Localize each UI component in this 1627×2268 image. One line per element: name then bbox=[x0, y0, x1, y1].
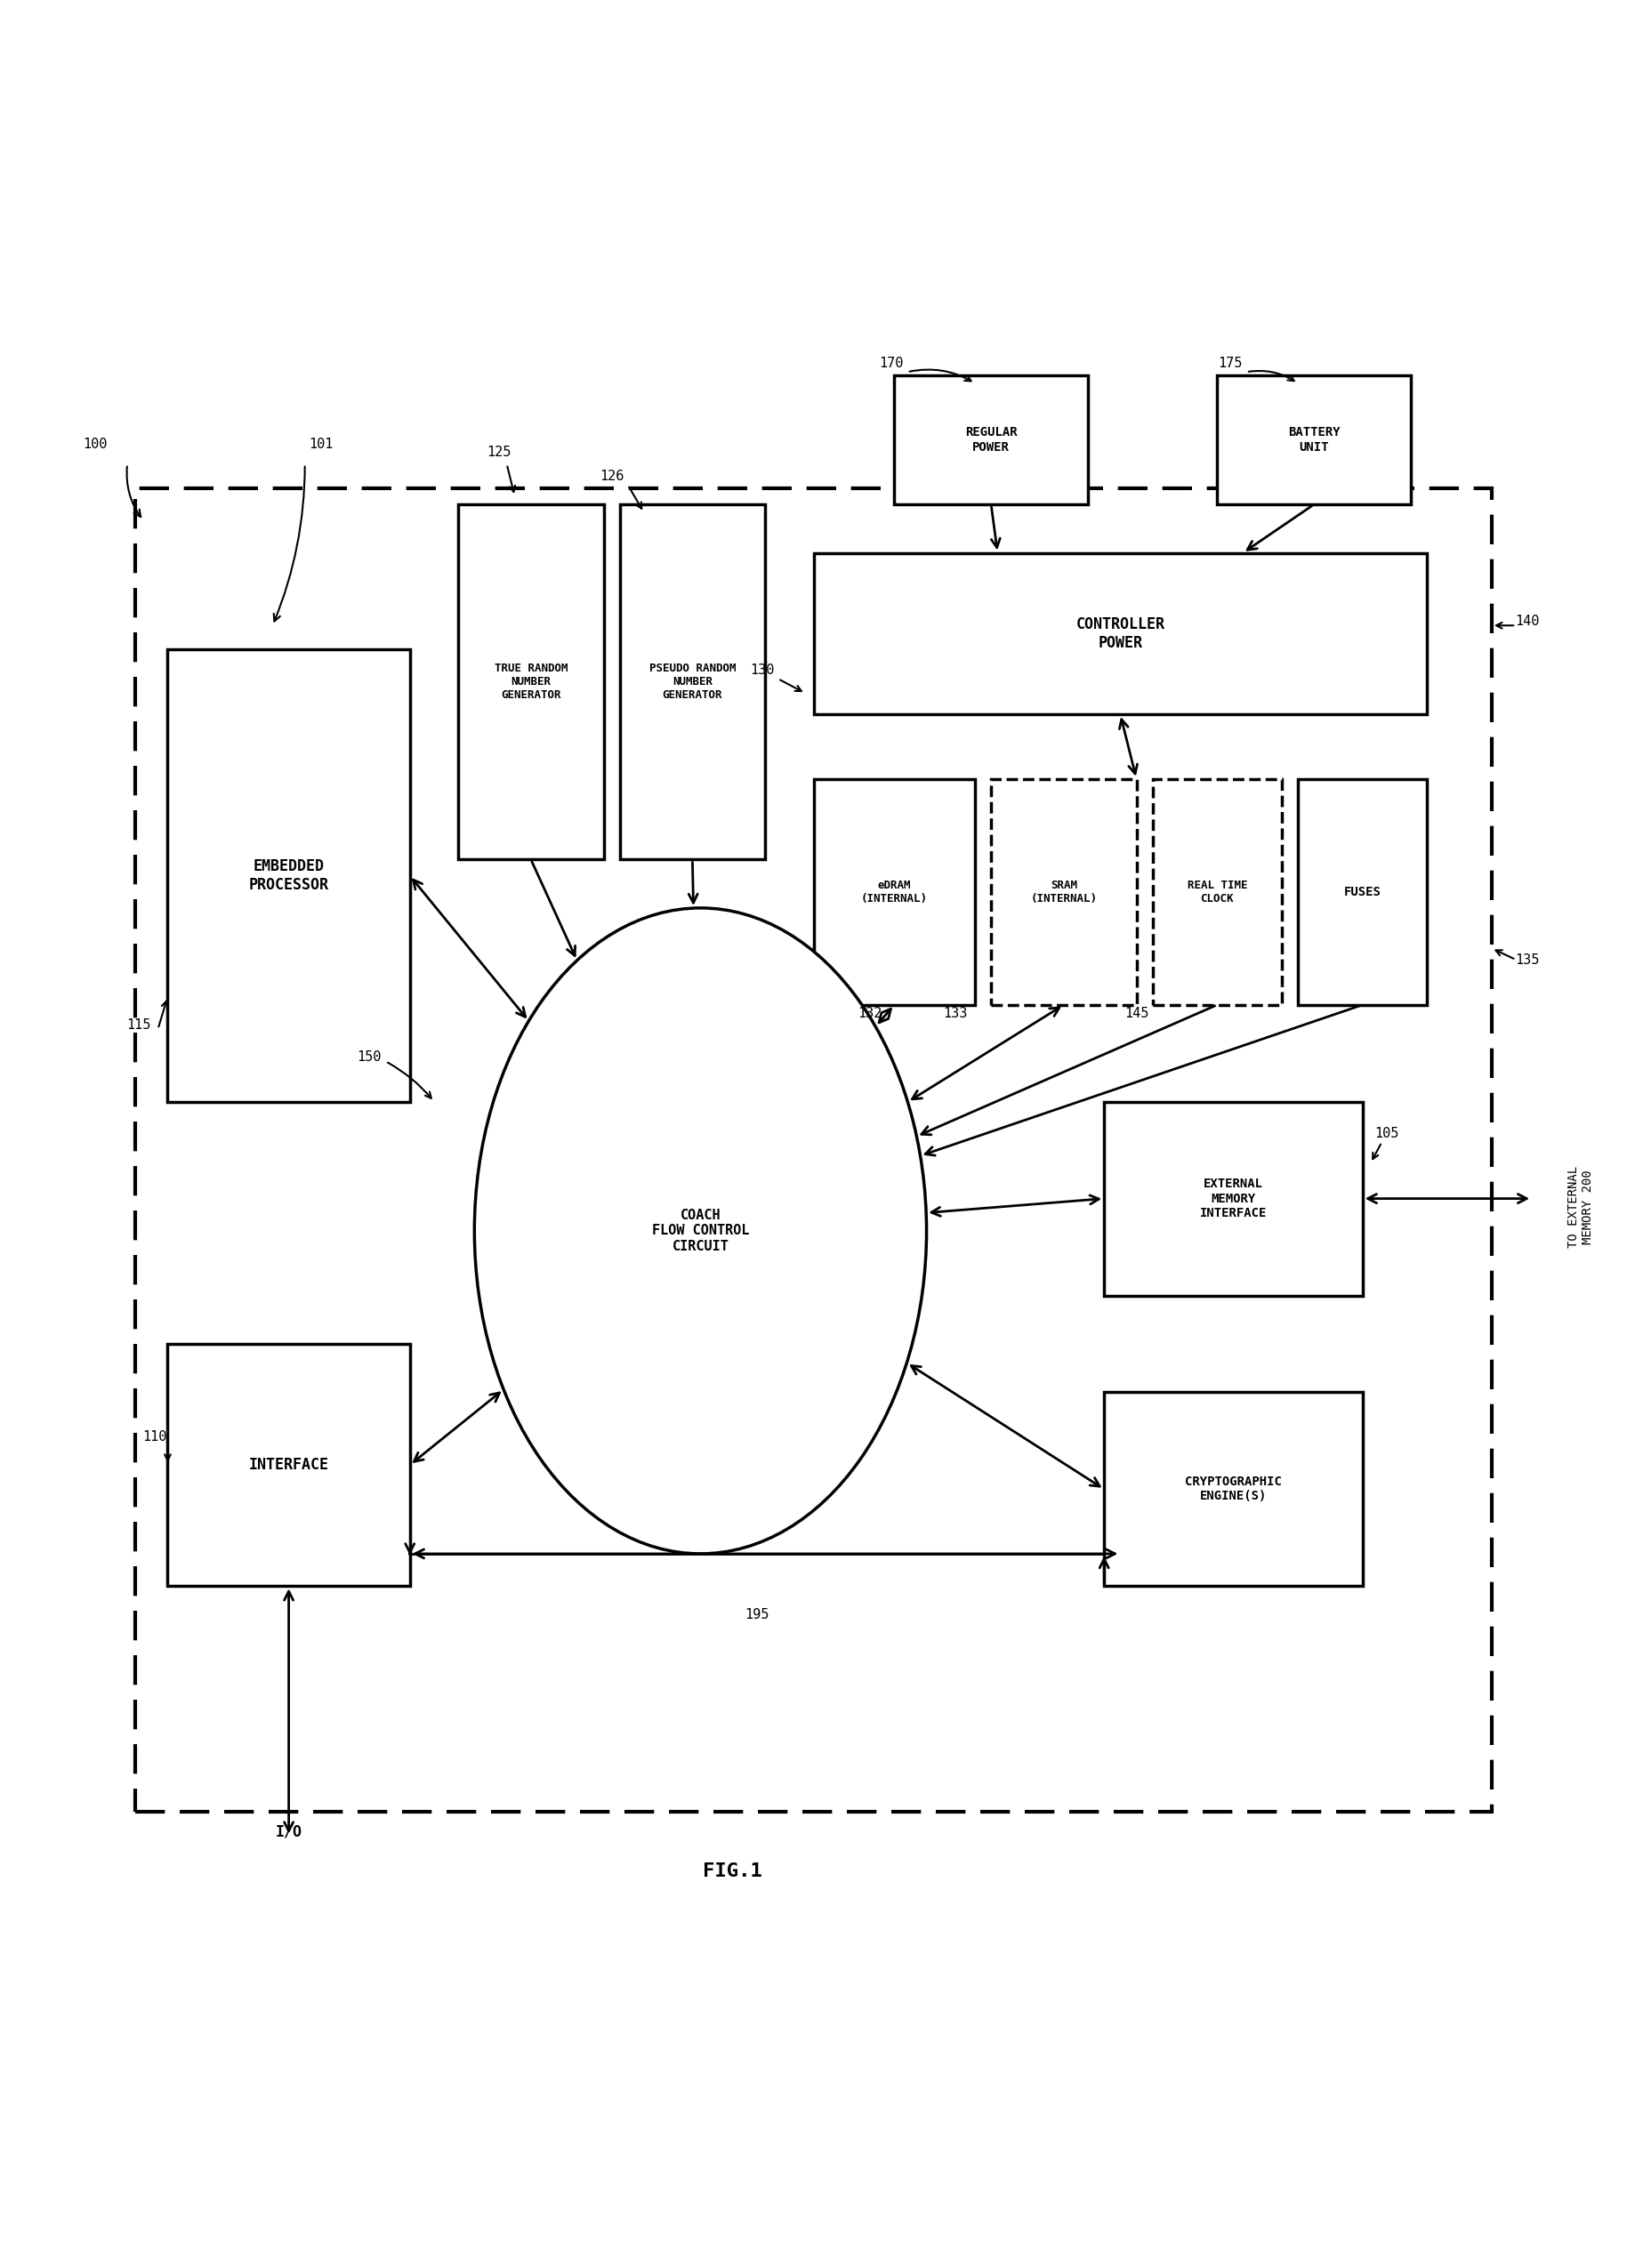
FancyBboxPatch shape bbox=[814, 778, 975, 1005]
FancyBboxPatch shape bbox=[1105, 1102, 1362, 1295]
Text: PSEUDO RANDOM
NUMBER
GENERATOR: PSEUDO RANDOM NUMBER GENERATOR bbox=[649, 662, 735, 701]
FancyBboxPatch shape bbox=[814, 553, 1427, 714]
Text: INTERFACE: INTERFACE bbox=[249, 1456, 329, 1472]
Text: 105: 105 bbox=[1375, 1127, 1399, 1141]
Text: COACH
FLOW CONTROL
CIRCUIT: COACH FLOW CONTROL CIRCUIT bbox=[652, 1209, 748, 1252]
Text: I/O: I/O bbox=[275, 1823, 303, 1839]
Text: 133: 133 bbox=[944, 1007, 968, 1021]
FancyBboxPatch shape bbox=[895, 374, 1088, 503]
Text: 130: 130 bbox=[750, 662, 774, 676]
Text: SRAM
(INTERNAL): SRAM (INTERNAL) bbox=[1030, 880, 1097, 905]
Text: 140: 140 bbox=[1515, 615, 1539, 628]
Text: BATTERY
UNIT: BATTERY UNIT bbox=[1289, 426, 1341, 454]
Text: EMBEDDED
PROCESSOR: EMBEDDED PROCESSOR bbox=[249, 860, 329, 894]
FancyBboxPatch shape bbox=[991, 778, 1136, 1005]
Text: 132: 132 bbox=[857, 1007, 882, 1021]
Text: EXTERNAL
MEMORY
INTERFACE: EXTERNAL MEMORY INTERFACE bbox=[1199, 1177, 1267, 1220]
Text: 135: 135 bbox=[1515, 955, 1539, 966]
Text: 126: 126 bbox=[599, 469, 623, 483]
Text: eDRAM
(INTERNAL): eDRAM (INTERNAL) bbox=[861, 880, 927, 905]
FancyBboxPatch shape bbox=[168, 1345, 410, 1585]
Text: TRUE RANDOM
NUMBER
GENERATOR: TRUE RANDOM NUMBER GENERATOR bbox=[495, 662, 568, 701]
Text: 170: 170 bbox=[879, 356, 903, 370]
Text: FIG.1: FIG.1 bbox=[703, 1862, 763, 1880]
Text: 110: 110 bbox=[143, 1431, 168, 1442]
Text: 115: 115 bbox=[127, 1018, 151, 1032]
Text: 195: 195 bbox=[745, 1608, 770, 1622]
FancyBboxPatch shape bbox=[1152, 778, 1282, 1005]
FancyBboxPatch shape bbox=[1298, 778, 1427, 1005]
Text: FUSES: FUSES bbox=[1344, 885, 1381, 898]
FancyBboxPatch shape bbox=[168, 649, 410, 1102]
Text: 125: 125 bbox=[486, 445, 511, 458]
Ellipse shape bbox=[475, 907, 926, 1554]
Text: 100: 100 bbox=[83, 438, 107, 451]
FancyBboxPatch shape bbox=[459, 503, 604, 860]
Text: TO EXTERNAL
MEMORY 200: TO EXTERNAL MEMORY 200 bbox=[1567, 1166, 1594, 1247]
FancyBboxPatch shape bbox=[1105, 1393, 1362, 1585]
Text: 150: 150 bbox=[358, 1050, 382, 1064]
Text: REGULAR
POWER: REGULAR POWER bbox=[965, 426, 1017, 454]
Text: 101: 101 bbox=[309, 438, 334, 451]
Text: CONTROLLER
POWER: CONTROLLER POWER bbox=[1075, 617, 1165, 651]
FancyBboxPatch shape bbox=[1217, 374, 1411, 503]
FancyBboxPatch shape bbox=[620, 503, 765, 860]
Text: 145: 145 bbox=[1124, 1007, 1149, 1021]
Text: REAL TIME
CLOCK: REAL TIME CLOCK bbox=[1188, 880, 1248, 905]
Text: CRYPTOGRAPHIC
ENGINE(S): CRYPTOGRAPHIC ENGINE(S) bbox=[1184, 1476, 1282, 1504]
Text: 175: 175 bbox=[1219, 356, 1243, 370]
